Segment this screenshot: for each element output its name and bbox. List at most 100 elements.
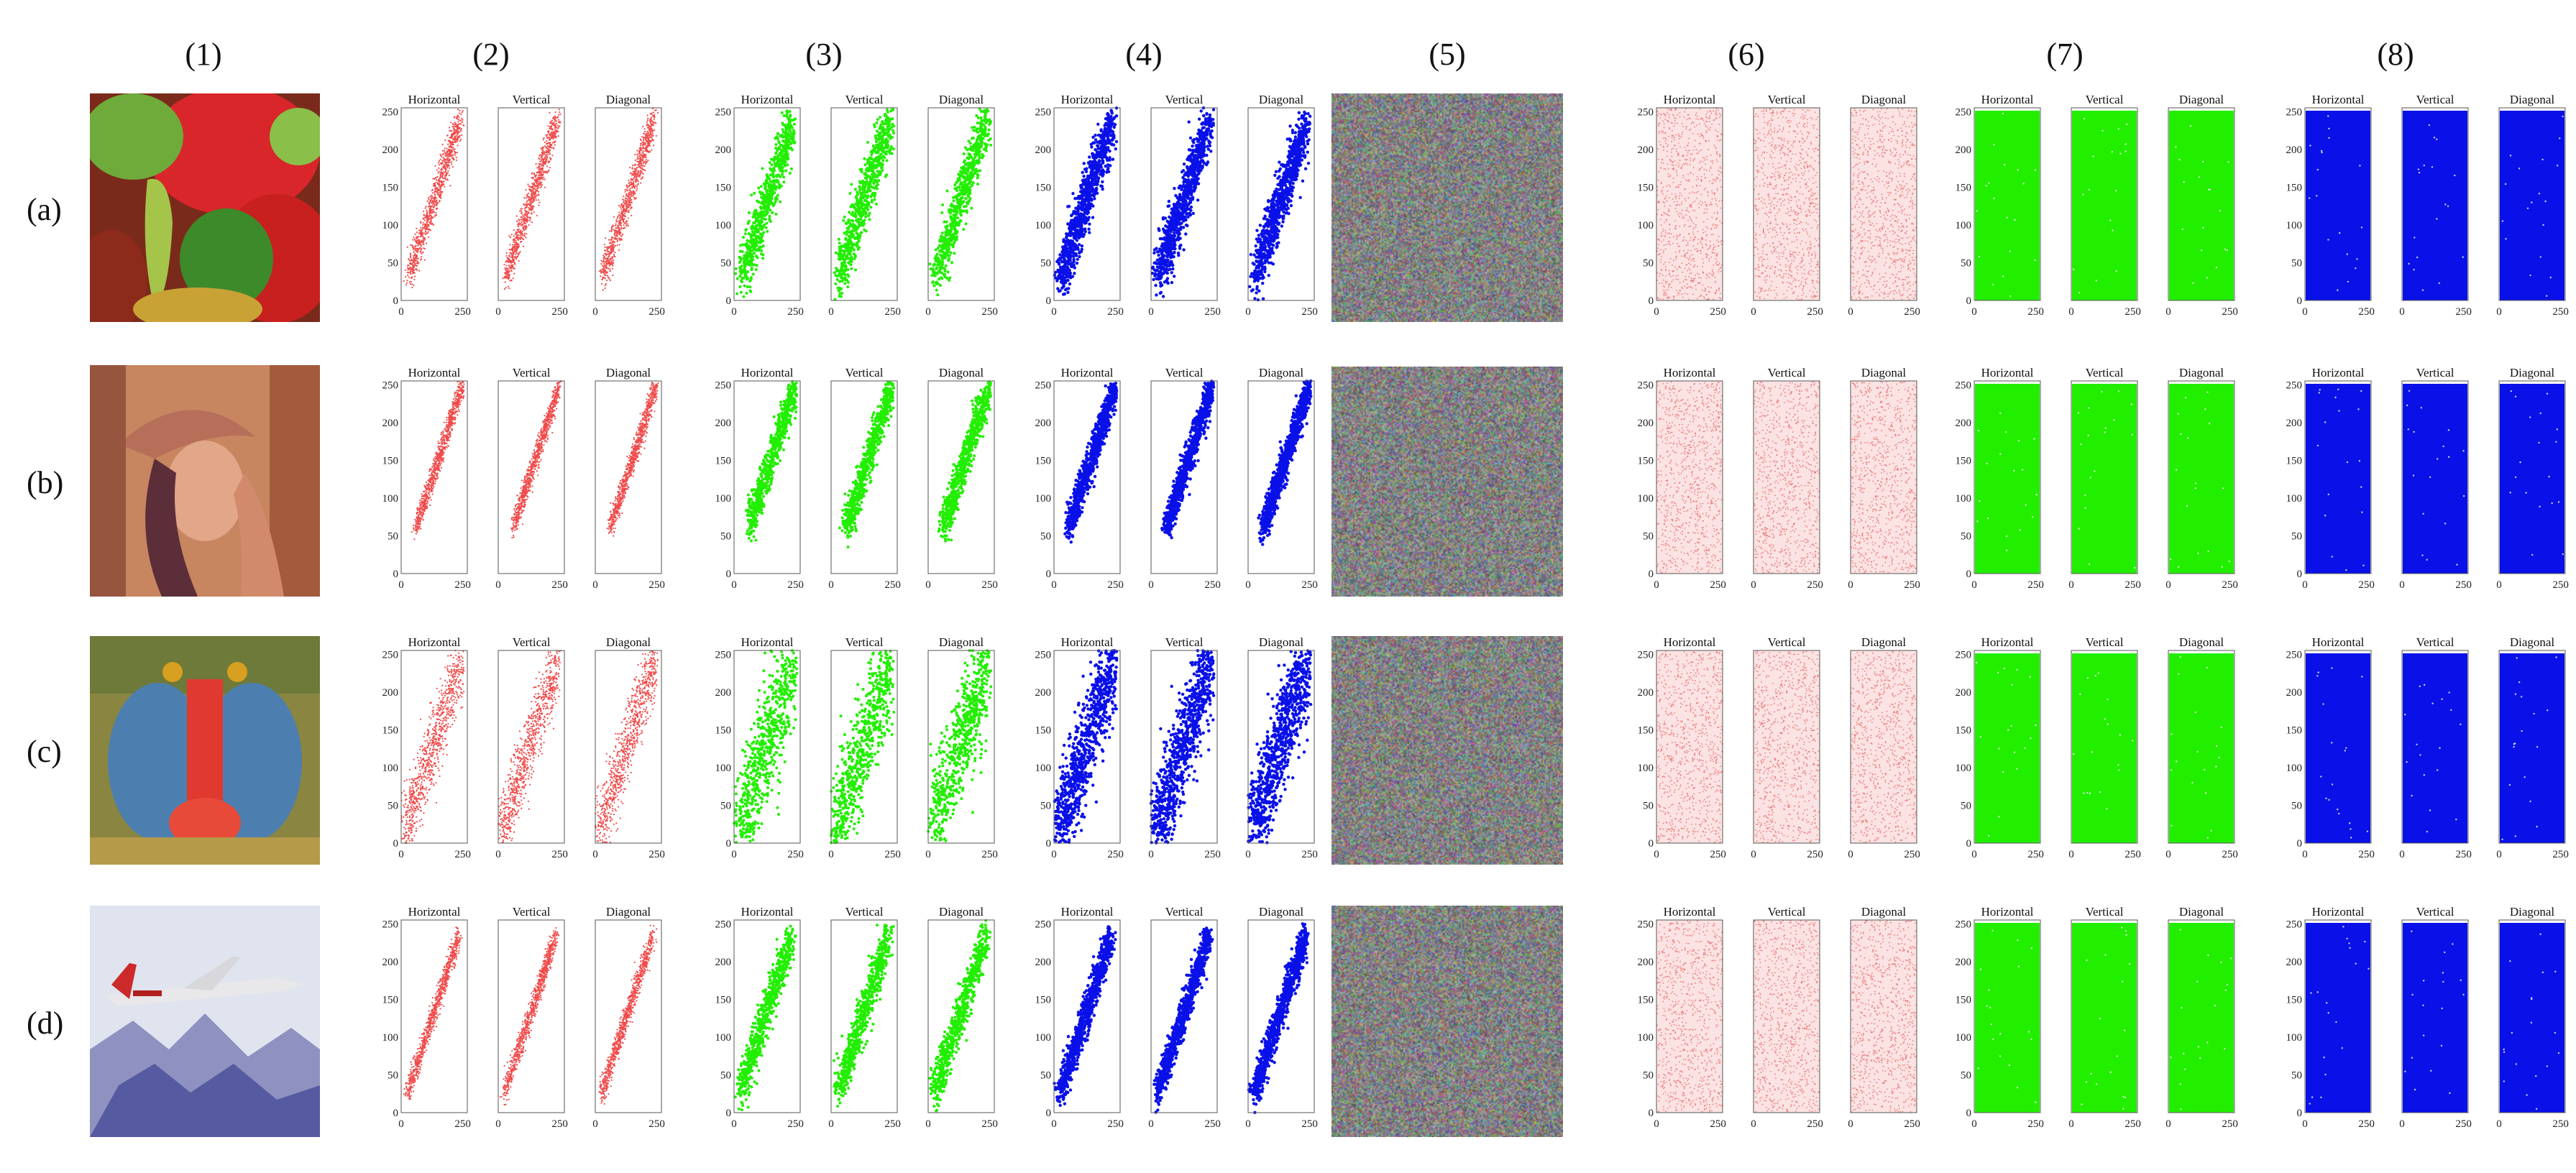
- scatter-point: [633, 464, 636, 466]
- scatter-point: [451, 161, 453, 163]
- scatter-point: [645, 139, 647, 142]
- scatter-point: [462, 390, 464, 392]
- scatter-point: [526, 492, 528, 494]
- scatter-point: [416, 239, 418, 242]
- scatter-point: [609, 268, 611, 270]
- scatter-point: [452, 166, 454, 168]
- scatter-point: [609, 502, 612, 504]
- scatter-point: [633, 177, 636, 179]
- scatter-point: [416, 520, 418, 522]
- scatter-point: [550, 420, 552, 422]
- scatter-point: [431, 483, 434, 485]
- scatter-point: [651, 132, 654, 134]
- scatter-point: [630, 206, 632, 208]
- scatter-point: [446, 427, 449, 430]
- scatter-point: [511, 264, 514, 267]
- scatter-point: [531, 193, 533, 196]
- scatter-point: [610, 226, 613, 228]
- scatter-point: [523, 505, 526, 507]
- scatter-point: [536, 454, 538, 456]
- scatter-point: [626, 223, 628, 225]
- scatter-point: [610, 259, 613, 262]
- scatter-point: [448, 165, 450, 167]
- scatter-point: [432, 203, 434, 206]
- scatter-point: [457, 135, 460, 137]
- scatter-point: [415, 525, 418, 527]
- scatter-point: [442, 438, 445, 441]
- scatter-point: [628, 179, 630, 181]
- scatter-point: [642, 150, 644, 152]
- scatter-point: [421, 252, 423, 255]
- scatter-point: [617, 515, 620, 517]
- scatter-point: [532, 474, 534, 476]
- scatter-point: [509, 244, 511, 246]
- scatter-point: [451, 429, 454, 431]
- scatter-point: [431, 192, 434, 194]
- scatter-point: [546, 418, 549, 420]
- scatter-point: [431, 478, 433, 480]
- scatter-point: [522, 238, 525, 241]
- scatter-point: [632, 443, 634, 446]
- scatter-point: [612, 246, 614, 249]
- scatter-point: [538, 174, 540, 176]
- scatter-point: [509, 280, 511, 282]
- scatter-point: [531, 196, 533, 198]
- scatter-point: [636, 156, 639, 158]
- scatter-point: [620, 496, 622, 498]
- scatter-point: [537, 185, 539, 188]
- scatter-point: [417, 249, 419, 252]
- scatter-point: [454, 154, 456, 156]
- scatter-point: [510, 279, 513, 281]
- scatter-point: [418, 232, 420, 234]
- scatter-point: [420, 528, 422, 530]
- scatter-point: [446, 165, 449, 167]
- scatter-point: [452, 149, 454, 151]
- scatter-point: [620, 502, 623, 504]
- scatter-point: [445, 427, 447, 429]
- scatter-point: [546, 426, 549, 428]
- scatter-point: [418, 507, 420, 510]
- scatter-point: [623, 221, 625, 223]
- scatter-point: [452, 147, 454, 149]
- scatter-point: [456, 140, 458, 143]
- scatter-point: [444, 429, 446, 431]
- scatter-point: [651, 387, 653, 390]
- scatter-point: [452, 405, 454, 408]
- scatter-point: [533, 182, 536, 185]
- scatter-point: [428, 221, 431, 224]
- scatter-point: [625, 203, 627, 206]
- scatter-point: [407, 269, 409, 271]
- scatter-point: [648, 144, 650, 147]
- scatter-point: [415, 259, 418, 262]
- scatter-point: [443, 150, 445, 152]
- scatter-point: [440, 457, 443, 459]
- scatter-point: [542, 165, 545, 167]
- scatter-point: [454, 422, 457, 424]
- scatter-point: [420, 245, 422, 247]
- scatter-point: [651, 416, 653, 418]
- scatter-point: [645, 159, 647, 161]
- scatter-point: [409, 252, 411, 254]
- scatter-point: [439, 195, 442, 197]
- scatter-point: [437, 172, 439, 174]
- scatter-point: [535, 195, 537, 197]
- scatter-point: [410, 273, 412, 275]
- scatter-point: [641, 414, 643, 416]
- scatter-point: [528, 207, 530, 209]
- scatter-point: [421, 232, 423, 235]
- scatter-point: [549, 416, 552, 418]
- scatter-point: [629, 197, 631, 199]
- scatter-panel-col2-a-horizontal: Horizontal 0 50 100 150 200 250 0 250: [375, 92, 471, 328]
- scatter-point: [554, 123, 556, 126]
- scatter-point: [523, 484, 525, 487]
- scatter-point: [549, 408, 551, 410]
- scatter-point: [453, 159, 455, 161]
- scatter-point: [458, 410, 461, 413]
- scatter-point: [441, 191, 444, 193]
- scatter-point: [551, 415, 554, 418]
- scatter-point: [529, 483, 531, 485]
- scatter-point: [541, 147, 544, 150]
- scatter-point: [531, 206, 533, 208]
- scatter-point: [537, 183, 539, 185]
- scatter-point: [608, 532, 610, 534]
